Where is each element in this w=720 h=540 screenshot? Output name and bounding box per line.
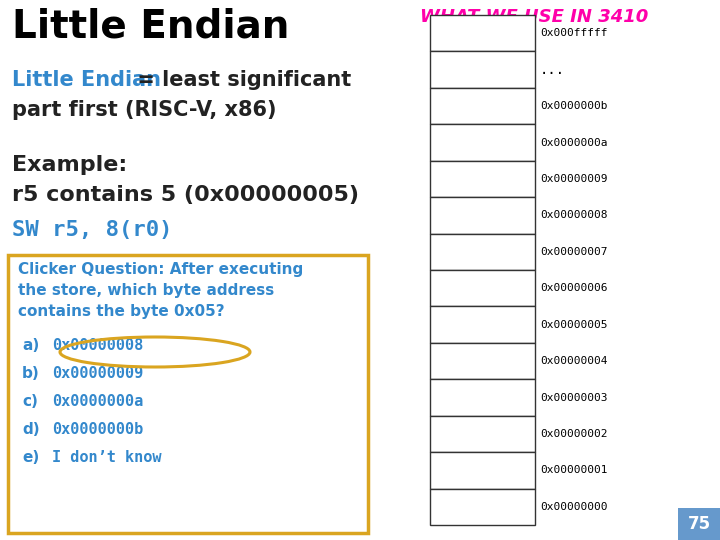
Text: = least significant: = least significant [130,70,351,90]
Text: a): a) [22,338,40,353]
Text: 0x0000000a: 0x0000000a [540,138,608,147]
Text: part first (RISC-V, x86): part first (RISC-V, x86) [12,100,276,120]
Text: d): d) [22,422,40,437]
Text: 0x00000002: 0x00000002 [540,429,608,439]
Text: 0x00000009: 0x00000009 [540,174,608,184]
Text: SW r5, 8(r0): SW r5, 8(r0) [12,220,173,240]
Text: WHAT WE USE IN 3410: WHAT WE USE IN 3410 [420,8,648,26]
Text: 0x00000006: 0x00000006 [540,283,608,293]
Text: e): e) [22,450,40,465]
Bar [430,88,535,124]
Text: Example:: Example: [12,155,127,175]
Bar [8,255,368,533]
Text: 0x00000000: 0x00000000 [540,502,608,512]
Bar [430,270,535,306]
Bar [430,452,535,489]
Text: 0x00000001: 0x00000001 [540,465,608,475]
Bar [430,343,535,379]
Text: 0x00000005: 0x00000005 [540,320,608,329]
Text: ...: ... [540,63,565,77]
Text: Little Endian: Little Endian [12,8,289,46]
Bar [430,489,535,525]
Text: I don’t know: I don’t know [52,450,161,465]
Text: Little Endian: Little Endian [12,70,161,90]
Bar [430,306,535,343]
Text: b): b) [22,366,40,381]
Text: 0x0000000b: 0x0000000b [540,101,608,111]
Text: r5 contains 5 (0x00000005): r5 contains 5 (0x00000005) [12,185,359,205]
Bar [430,234,535,270]
Bar [430,416,535,452]
Text: 0x00000008: 0x00000008 [540,211,608,220]
Text: 0x000fffff: 0x000fffff [540,28,608,38]
Text: Clicker Question: After executing
the store, which byte address
contains the byt: Clicker Question: After executing the st… [18,262,303,319]
Text: 0x00000004: 0x00000004 [540,356,608,366]
Text: 75: 75 [688,515,711,533]
Text: 0x00000003: 0x00000003 [540,393,608,402]
Bar [430,197,535,234]
Text: c): c) [22,394,38,409]
Bar [678,508,720,540]
Text: 0x00000009: 0x00000009 [52,366,143,381]
Bar [430,124,535,161]
Text: 0x00000007: 0x00000007 [540,247,608,257]
Text: 0x0000000a: 0x0000000a [52,394,143,409]
Text: 0x00000008: 0x00000008 [52,338,143,353]
Bar [430,379,535,416]
Bar [430,161,535,197]
Bar [430,15,535,51]
Text: 0x0000000b: 0x0000000b [52,422,143,437]
Bar [430,51,535,88]
